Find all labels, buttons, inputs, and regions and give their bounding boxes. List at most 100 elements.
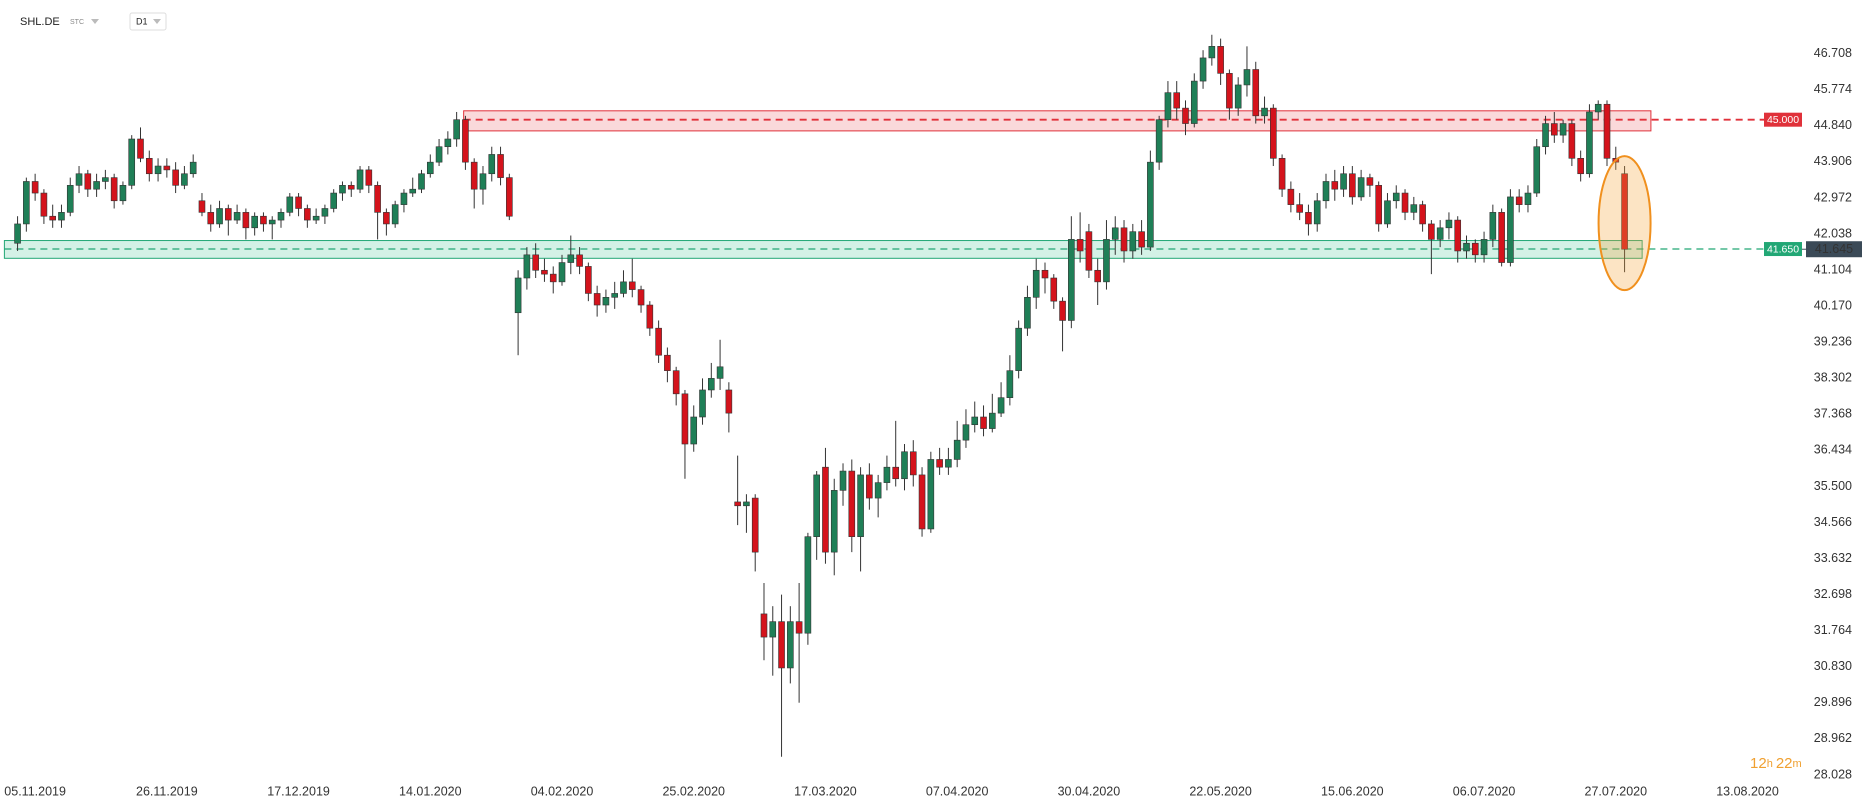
candle-body [400,192,408,205]
candle-body [479,173,487,190]
candle-body [462,119,469,163]
x-tick-label: 06.07.2020 [1453,784,1516,798]
candle-body [1217,46,1224,74]
interval-box[interactable] [129,12,167,31]
y-tick-label: 45.774 [1814,82,1852,96]
candle-body [172,169,179,186]
candle-body [585,266,592,294]
candle-body [839,470,847,491]
y-tick-label: 44.840 [1814,118,1852,132]
candle-body [874,482,882,499]
candle-body [1190,80,1198,124]
candle-body [1287,188,1295,205]
y-tick-label: 42.038 [1814,226,1852,240]
candle-body [892,466,900,480]
x-tick-label: 22.05.2020 [1189,784,1252,798]
candle-body [927,459,935,530]
candle-body [1305,212,1312,225]
candle-body [795,621,803,634]
candle-body [699,389,706,418]
candle-body [664,354,671,371]
y-tick-label: 33.632 [1814,551,1852,565]
candle-body [1524,192,1532,205]
candle-body [857,474,864,537]
candle-body [1111,227,1119,240]
candle-body [830,490,838,553]
candle-body [1024,297,1031,329]
interval: D1 [136,16,148,26]
candle-body [514,277,522,314]
candle-body [189,161,197,175]
candle-body [1270,107,1277,159]
candle-body [1006,370,1014,398]
interval-dropdown[interactable] [153,19,161,24]
candle-body [1094,269,1101,283]
candle-body [628,281,636,290]
countdown-hours: 12 [1750,755,1767,772]
countdown-h: h [1767,758,1773,770]
candle-body [1199,57,1207,82]
candle-body [1182,107,1189,124]
candle-body [707,378,715,391]
x-tick-label: 26.11.2019 [136,784,198,798]
candle-body [655,327,662,356]
candle-body [523,254,531,279]
y-tick-label: 46.708 [1814,46,1852,60]
candle-body [453,119,460,140]
candle-body [49,215,56,221]
candle-body [1340,173,1347,190]
x-tick-label: 17.03.2020 [794,784,857,798]
candle-body [1252,69,1260,117]
candle-body [225,208,232,221]
candle-body [1419,204,1426,225]
candle-body [1313,200,1321,225]
candle-body [1322,181,1330,202]
candle-body [1551,123,1558,136]
x-tick-label: 27.07.2020 [1585,784,1648,798]
candle-body [260,215,267,225]
candle-body [1041,269,1049,279]
candle-body [1015,327,1022,371]
candle-body [918,474,926,530]
candle-body [1568,123,1576,159]
candle-body [1507,196,1514,263]
candle-body [672,370,680,395]
candle-body [883,466,891,483]
candle-body [268,219,276,225]
candle-body [506,177,513,217]
candle-body [541,269,548,275]
candle-body [1226,73,1233,109]
candle-body [1603,103,1611,159]
candle-body [365,169,373,186]
candle-body [620,281,627,294]
candle-body [216,208,223,225]
candle-body [997,397,1005,414]
candle-body [58,212,65,221]
candle-body [901,451,908,480]
candle-body [181,173,188,186]
candle-body [567,254,575,263]
x-tick-label: 05.11.2019 [4,784,66,798]
candle-body [611,293,619,298]
symbol-dropdown[interactable] [91,19,99,24]
y-tick-label: 36.434 [1814,443,1852,457]
candle-body [1586,111,1593,175]
y-tick-label: 34.566 [1814,515,1852,529]
candle-body [1296,204,1303,213]
candle-body [1138,231,1145,248]
candle-body [137,138,144,159]
symbol-badge: STC [70,19,84,26]
candle-body [14,223,21,244]
candle-body [295,196,302,209]
candle-body [1498,212,1505,263]
candle-body [418,173,425,190]
candle-body [339,185,346,194]
y-tick-label: 30.830 [1814,659,1852,673]
candle-body [1103,239,1110,283]
candle-body [751,497,759,553]
candle-body [909,451,917,476]
y-tick-label: 41.104 [1814,262,1852,276]
candle-body [102,177,109,182]
candle-body [470,161,478,190]
y-tick-label: 38.302 [1814,371,1852,385]
